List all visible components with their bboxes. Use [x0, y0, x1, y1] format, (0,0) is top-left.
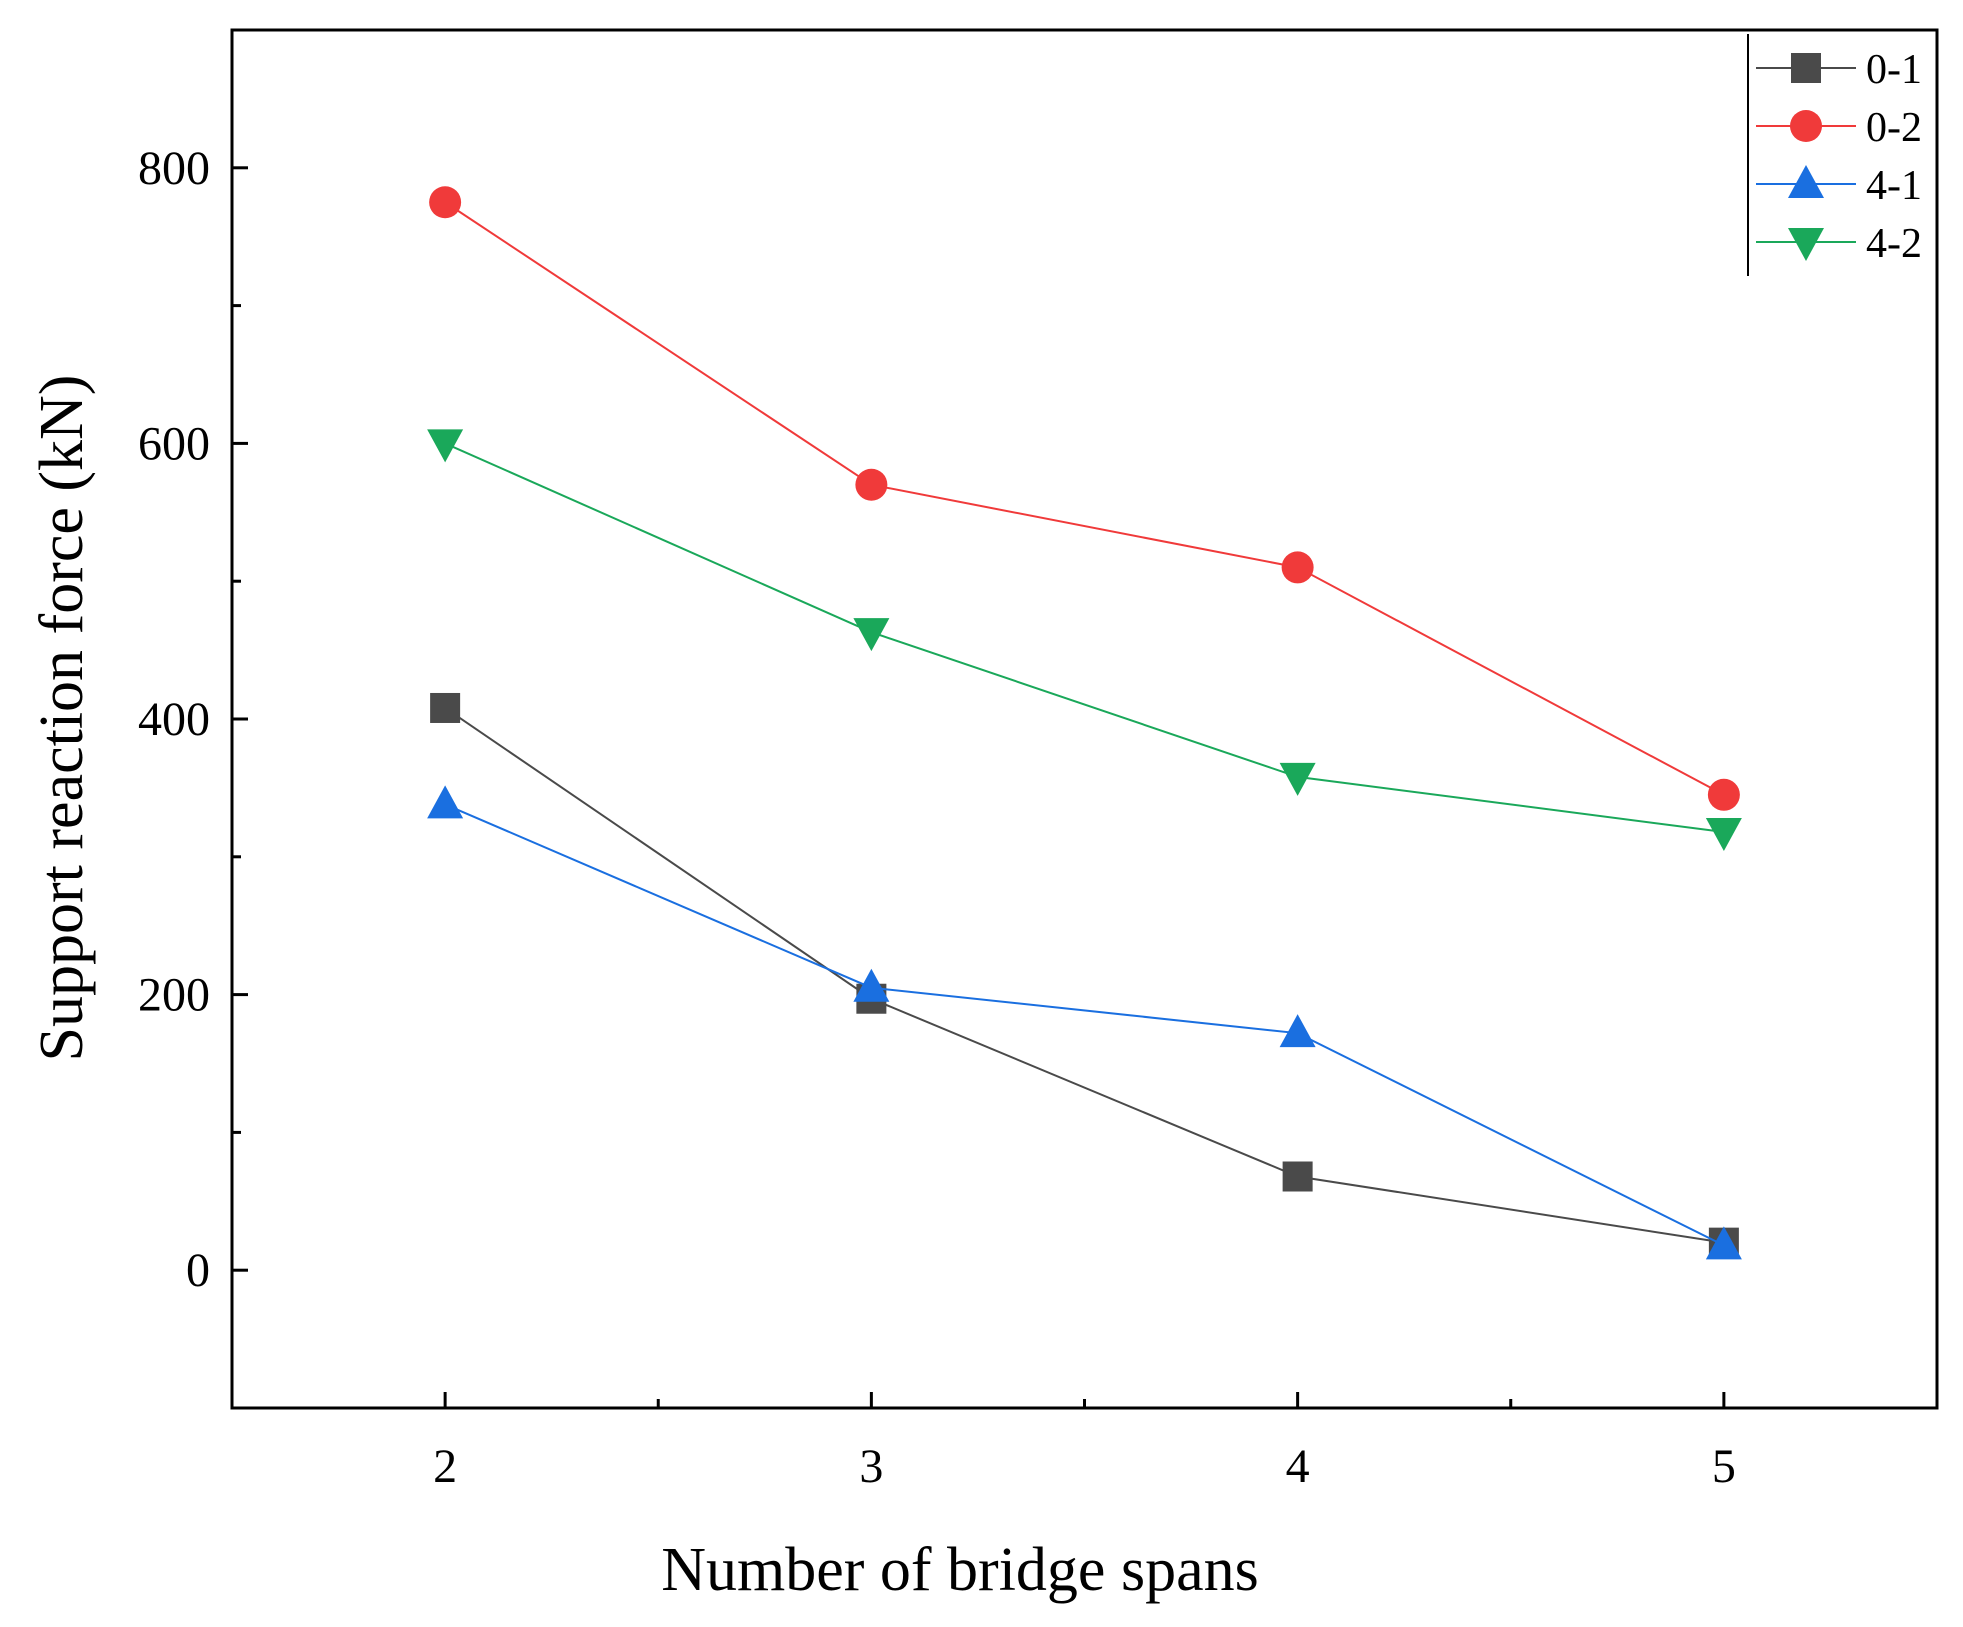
data-point-0-2	[429, 186, 462, 219]
legend-item-4-1: 4-1	[1756, 163, 1922, 209]
x-tick-label: 2	[433, 1440, 457, 1493]
x-axis-ticks: 2 3 4 5	[433, 1392, 1736, 1493]
y-tick-label: 800	[138, 142, 210, 195]
legend-item-4-2: 4-2	[1756, 221, 1922, 267]
x-tick-label: 3	[859, 1440, 883, 1493]
legend-item-0-1: 0-1	[1756, 47, 1922, 93]
data-point-4-1	[427, 785, 464, 819]
legend-label: 0-1	[1866, 47, 1922, 93]
legend-item-0-2: 0-2	[1756, 105, 1922, 151]
legend-marker	[1790, 110, 1822, 142]
data-point-0-1	[1282, 1161, 1313, 1192]
data-point-0-2	[1281, 551, 1314, 584]
series-0-2	[429, 186, 1740, 811]
data-point-0-2	[1707, 778, 1740, 811]
x-tick-label: 4	[1286, 1440, 1310, 1493]
legend: 0-1 0-2 4-1 4-2	[1747, 34, 1922, 276]
legend-marker	[1791, 53, 1821, 83]
x-tick-label: 5	[1712, 1440, 1736, 1493]
data-point-4-2	[427, 429, 464, 463]
legend-label: 0-2	[1866, 105, 1922, 151]
plot-frame	[230, 28, 1939, 1410]
legend-marker	[1788, 228, 1824, 261]
series-line-4-2	[444, 442, 1725, 833]
y-tick-label: 400	[138, 693, 210, 746]
series-line-0-2	[444, 201, 1725, 796]
y-tick-label: 600	[138, 417, 210, 470]
legend-label: 4-2	[1866, 221, 1922, 267]
series-0-1	[430, 692, 1739, 1258]
y-axis-title: Support reaction force (kN)	[28, 375, 96, 1062]
data-point-0-2	[855, 468, 888, 501]
y-tick-label: 200	[138, 969, 210, 1022]
data-point-0-1	[430, 692, 461, 723]
legend-marker	[1788, 165, 1824, 198]
data-point-4-1	[1705, 1226, 1742, 1260]
data-point-4-2	[853, 618, 890, 652]
data-point-4-1	[1279, 1014, 1316, 1048]
data-point-4-2	[1705, 817, 1742, 851]
data-point-4-2	[1279, 762, 1316, 796]
x-axis-title: Number of bridge spans	[661, 1536, 1258, 1604]
series-layer	[427, 186, 1742, 1260]
y-tick-label: 0	[186, 1244, 210, 1297]
series-4-1	[427, 785, 1742, 1260]
data-point-4-1	[853, 968, 890, 1002]
series-line-4-1	[444, 803, 1725, 1247]
series-4-2	[427, 429, 1742, 851]
series-line-0-1	[444, 707, 1725, 1244]
legend-label: 4-1	[1866, 163, 1922, 209]
y-axis-ticks: 0 200 400 600 800	[138, 142, 248, 1297]
